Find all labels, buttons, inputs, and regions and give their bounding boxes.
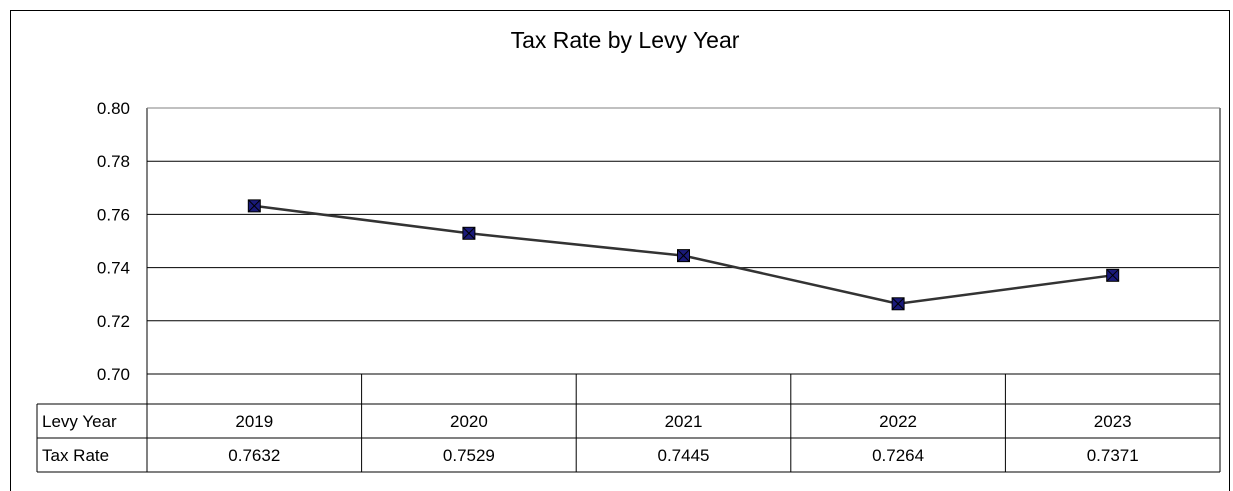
data-value-label: 0.7264: [872, 446, 924, 465]
y-tick-label: 0.72: [97, 312, 130, 331]
x-category-label: 2021: [665, 412, 703, 431]
data-point-marker: [1106, 268, 1120, 282]
line-markers: [247, 199, 1120, 311]
data-value-label: 0.7529: [443, 446, 495, 465]
x-category-label: 2022: [879, 412, 917, 431]
data-value-label: 0.7632: [228, 446, 280, 465]
chart-frame: [10, 10, 1230, 491]
y-tick-label: 0.80: [97, 99, 130, 118]
data-point-marker: [677, 249, 690, 263]
data-point-marker: [247, 199, 261, 213]
data-point-marker: [891, 297, 905, 311]
data-value-label: 0.7371: [1087, 446, 1139, 465]
x-category-label: 2023: [1094, 412, 1132, 431]
y-tick-label: 0.74: [97, 259, 130, 278]
chart-title: Tax Rate by Levy Year: [511, 27, 740, 53]
table-row-header: Tax Rate: [42, 446, 109, 465]
data-value-label: 0.7445: [658, 446, 710, 465]
x-category-label: 2019: [235, 412, 273, 431]
table-row-header: Levy Year: [42, 412, 117, 431]
y-tick-label: 0.70: [97, 365, 130, 384]
y-tick-label: 0.76: [97, 205, 130, 224]
plot-area: [146, 107, 1221, 374]
y-tick-label: 0.78: [97, 152, 130, 171]
data-point-marker: [462, 226, 476, 240]
gridlines: [147, 107, 1220, 375]
data-table: Levy Year Tax Rate 2019 2020 2021 2022 2023 0.7…: [36, 373, 1221, 473]
x-category-label: 2020: [450, 412, 488, 431]
y-axis-ticks: 0.70 0.72 0.74 0.76 0.78 0.80: [97, 99, 130, 384]
